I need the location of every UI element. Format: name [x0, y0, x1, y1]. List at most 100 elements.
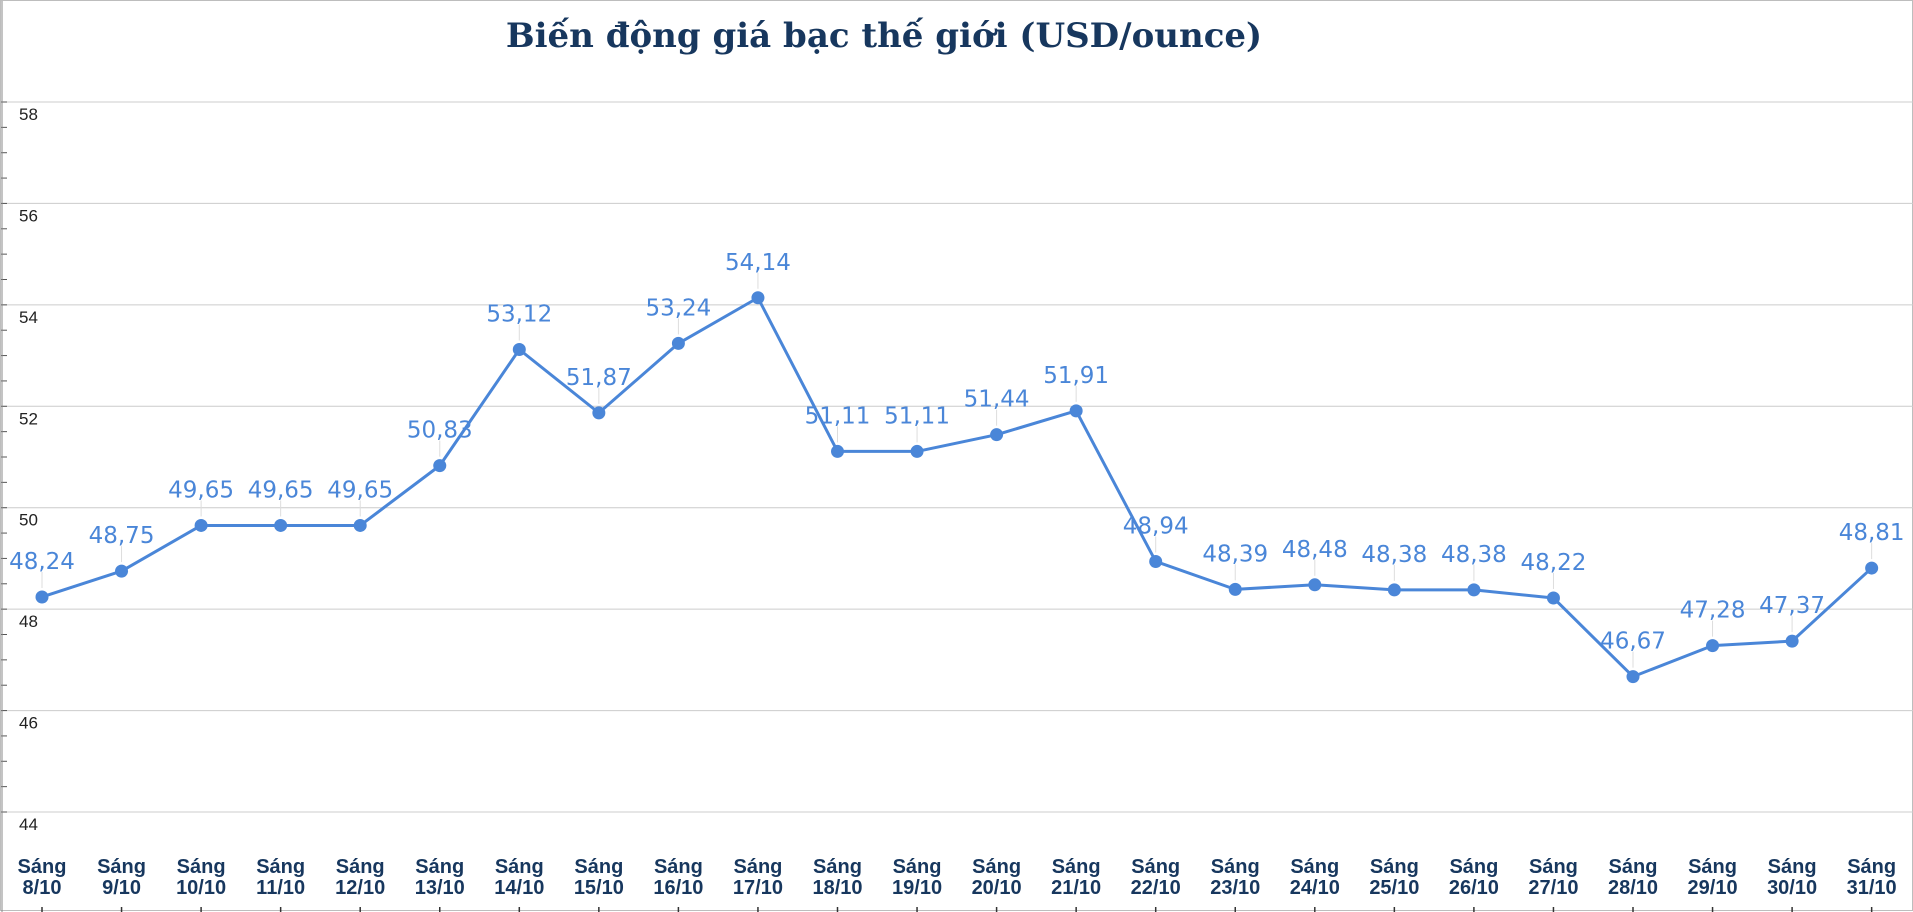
data-label: 48,39: [1202, 541, 1268, 567]
x-axis: Sáng8/10Sáng9/10Sáng10/10Sáng11/10Sáng12…: [18, 856, 1897, 912]
x-tick-label: 21/10: [1051, 877, 1101, 899]
data-point: [1706, 639, 1720, 653]
y-tick-label: 54: [19, 308, 38, 327]
data-point: [35, 590, 49, 604]
data-point: [1149, 554, 1163, 568]
x-tick-label: Sáng: [177, 856, 226, 878]
y-tick-label: 50: [19, 511, 38, 530]
data-point: [1387, 583, 1401, 597]
data-point: [1069, 404, 1083, 418]
data-point: [194, 518, 208, 532]
x-tick-label: Sáng: [495, 856, 544, 878]
data-label: 48,94: [1123, 513, 1189, 539]
x-tick-label: Sáng: [1211, 856, 1260, 878]
x-tick-label: Sáng: [256, 856, 305, 878]
x-tick-label: 18/10: [812, 877, 862, 899]
x-tick-label: Sáng: [574, 856, 623, 878]
data-label: 50,83: [407, 418, 473, 444]
data-point: [831, 444, 844, 458]
data-label: 49,65: [168, 477, 234, 503]
x-tick-label: Sáng: [1290, 856, 1339, 878]
x-tick-label: 11/10: [256, 877, 305, 899]
x-tick-label: Sáng: [97, 856, 146, 878]
data-label: 47,28: [1680, 598, 1746, 624]
data-label: 51,44: [964, 387, 1030, 413]
data-point: [671, 336, 685, 350]
x-tick-label: 9/10: [102, 877, 141, 899]
data-point: [353, 518, 367, 532]
x-tick-label: 24/10: [1290, 877, 1340, 899]
x-tick-label: Sáng: [1768, 856, 1817, 878]
x-tick-label: Sáng: [1052, 856, 1101, 878]
y-tick-label: 56: [19, 206, 38, 225]
data-label: 51,11: [805, 403, 871, 429]
x-tick-label: 10/10: [176, 877, 226, 899]
y-tick-label: 48: [19, 612, 38, 631]
x-tick-label: 15/10: [574, 877, 624, 899]
data-label: 48,38: [1361, 542, 1427, 568]
x-tick-label: 16/10: [653, 877, 703, 899]
data-label: 51,87: [566, 365, 632, 391]
data-point: [751, 291, 765, 305]
data-label: 54,14: [725, 250, 791, 276]
data-point: [115, 564, 129, 578]
data-label: 46,67: [1600, 629, 1666, 655]
data-point: [910, 444, 924, 458]
data-point: [433, 459, 447, 473]
grid: [1, 101, 1913, 813]
chart-title: Biến động giá bạc thế giới (USD/ounce): [506, 16, 1262, 56]
x-tick-label: Sáng: [1529, 856, 1578, 878]
data-label: 48,81: [1839, 520, 1905, 546]
x-tick-label: Sáng: [654, 856, 703, 878]
data-points: [35, 291, 1879, 684]
data-point: [1228, 582, 1242, 596]
data-label: 48,22: [1521, 550, 1587, 576]
x-tick-label: Sáng: [1847, 856, 1896, 878]
y-tick-label: 44: [19, 815, 38, 834]
x-tick-label: 19/10: [892, 877, 942, 899]
x-tick-label: 22/10: [1131, 877, 1181, 899]
x-tick-label: Sáng: [972, 856, 1021, 878]
x-tick-label: Sáng: [1609, 856, 1658, 878]
y-tick-label: 58: [19, 105, 38, 124]
data-label: 51,91: [1043, 363, 1109, 389]
x-tick-label: 30/10: [1767, 877, 1817, 899]
x-tick-label: 23/10: [1210, 877, 1260, 899]
data-labels: 48,24 48,75 49,65 49,65 49,65 50,83 53,12 51,87…: [9, 250, 1905, 668]
x-tick-label: 14/10: [494, 877, 544, 899]
x-tick-label: 27/10: [1528, 877, 1578, 899]
x-tick-label: Sáng: [1688, 856, 1737, 878]
data-point: [1865, 561, 1879, 575]
x-tick-label: 20/10: [972, 877, 1022, 899]
x-tick-label: Sáng: [733, 856, 782, 878]
series-line: [41, 296, 1873, 679]
data-label: 51,11: [884, 403, 950, 429]
x-tick-label: 31/10: [1847, 877, 1897, 899]
data-label: 49,65: [327, 477, 393, 503]
data-label: 48,38: [1441, 542, 1507, 568]
data-point: [1308, 578, 1322, 592]
x-tick-label: Sáng: [893, 856, 942, 878]
x-tick-label: 13/10: [415, 877, 465, 899]
data-label: 49,65: [248, 477, 314, 503]
data-point: [512, 342, 526, 356]
data-point: [990, 428, 1004, 442]
y-axis: 44 46 48 50 52 54 56 58: [1, 1, 38, 912]
x-tick-label: Sáng: [813, 856, 862, 878]
data-point: [592, 406, 606, 420]
x-tick-label: Sáng: [1449, 856, 1498, 878]
x-tick-label: Sáng: [415, 856, 464, 878]
data-point: [1785, 634, 1799, 648]
x-tick-label: Sáng: [18, 856, 67, 878]
x-tick-label: Sáng: [1131, 856, 1180, 878]
data-label: 47,37: [1759, 593, 1825, 619]
x-tick-label: 8/10: [23, 877, 62, 899]
x-tick-label: 29/10: [1688, 877, 1738, 899]
data-point: [274, 518, 288, 532]
x-tick-label: Sáng: [1370, 856, 1419, 878]
x-tick-label: 17/10: [733, 877, 783, 899]
data-point: [1546, 591, 1560, 605]
y-tick-label: 52: [19, 409, 38, 428]
